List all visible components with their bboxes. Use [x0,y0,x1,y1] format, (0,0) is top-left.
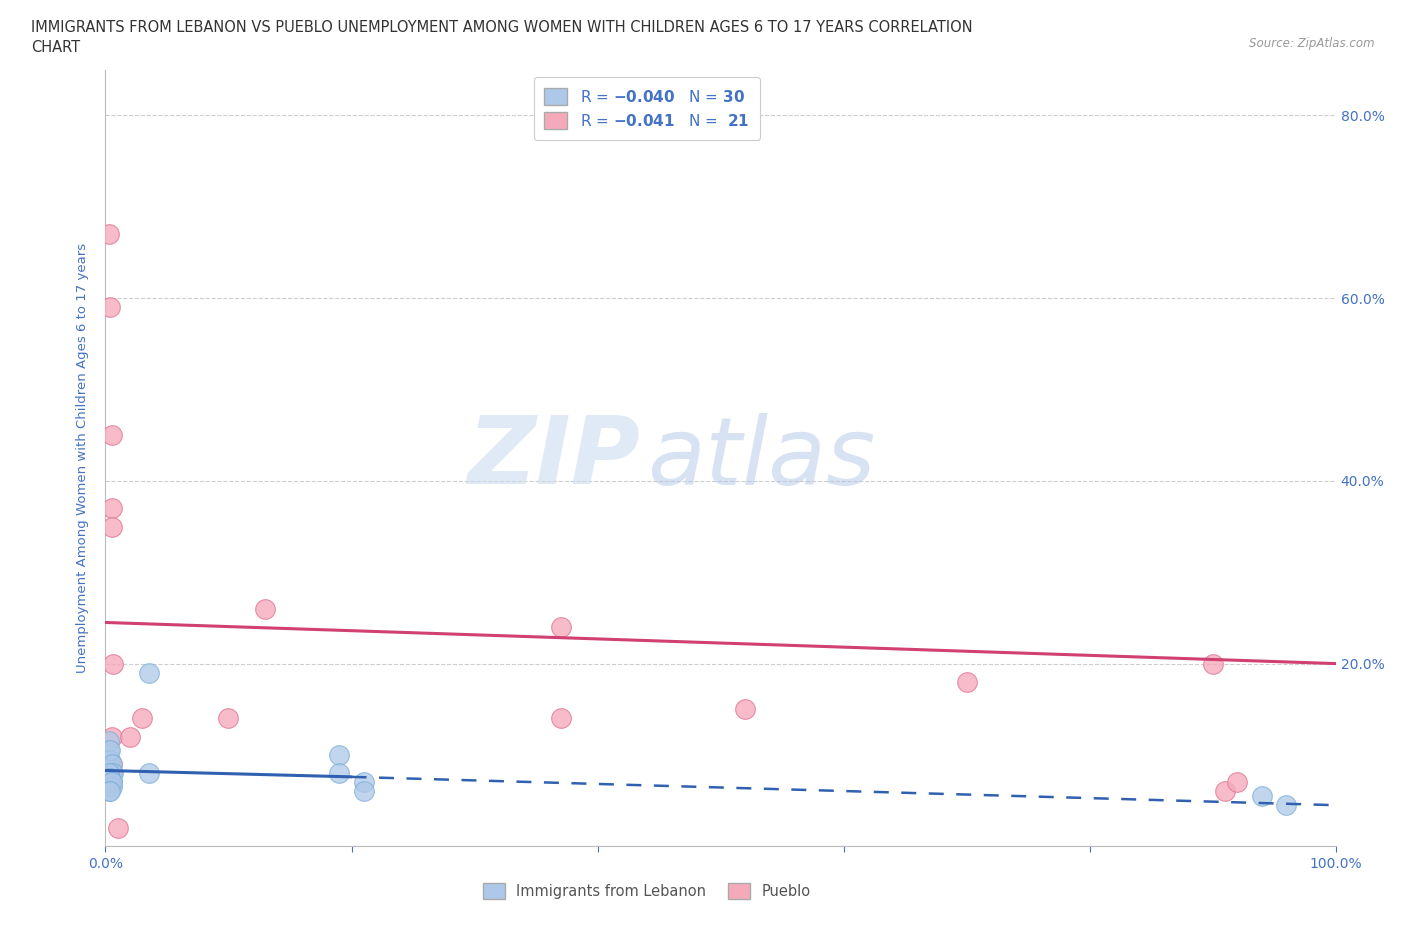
Point [98,734,121,749]
Text: atlas: atlas [647,413,875,503]
Point [254,602,277,617]
Legend: Immigrants from Lebanon, Pueblo: Immigrants from Lebanon, Pueblo [477,877,817,905]
Point [353,775,375,790]
Point [98,299,122,314]
Point [98,765,121,780]
Text: CHART: CHART [31,40,80,55]
Point [100,765,122,780]
Point [98,761,122,776]
Point [100,519,122,534]
Point [328,748,350,763]
Point [98,752,122,767]
Text: Source: ZipAtlas.com: Source: ZipAtlas.com [1250,37,1375,50]
Point [550,711,572,725]
Point [550,619,572,634]
Point [100,501,122,516]
Point [218,711,240,725]
Point [107,820,129,835]
Point [100,428,122,443]
Point [97,779,120,794]
Point [101,657,124,671]
Point [120,729,141,744]
Point [100,779,122,794]
Point [98,775,121,790]
Point [100,775,122,790]
Point [98,743,122,758]
Point [1226,775,1249,790]
Point [101,765,124,780]
Y-axis label: Unemployment Among Women with Children Ages 6 to 17 years: Unemployment Among Women with Children A… [76,243,90,673]
Point [1202,657,1225,671]
Point [98,784,122,799]
Point [734,702,756,717]
Point [956,674,979,689]
Point [328,765,350,780]
Point [353,784,375,799]
Point [138,765,160,780]
Point [100,757,122,772]
Point [100,757,122,772]
Point [98,770,122,785]
Text: ZIP: ZIP [468,412,641,504]
Point [1275,798,1298,813]
Point [138,665,160,680]
Point [1213,784,1236,799]
Point [98,752,121,767]
Point [98,770,121,785]
Point [98,770,122,785]
Point [131,711,153,725]
Point [1251,789,1274,804]
Point [100,775,122,790]
Point [98,775,122,790]
Point [100,729,122,744]
Point [98,227,121,242]
Point [97,761,120,776]
Point [98,743,121,758]
Point [98,784,121,799]
Text: IMMIGRANTS FROM LEBANON VS PUEBLO UNEMPLOYMENT AMONG WOMEN WITH CHILDREN AGES 6 : IMMIGRANTS FROM LEBANON VS PUEBLO UNEMPL… [31,20,973,35]
Point [100,765,122,780]
